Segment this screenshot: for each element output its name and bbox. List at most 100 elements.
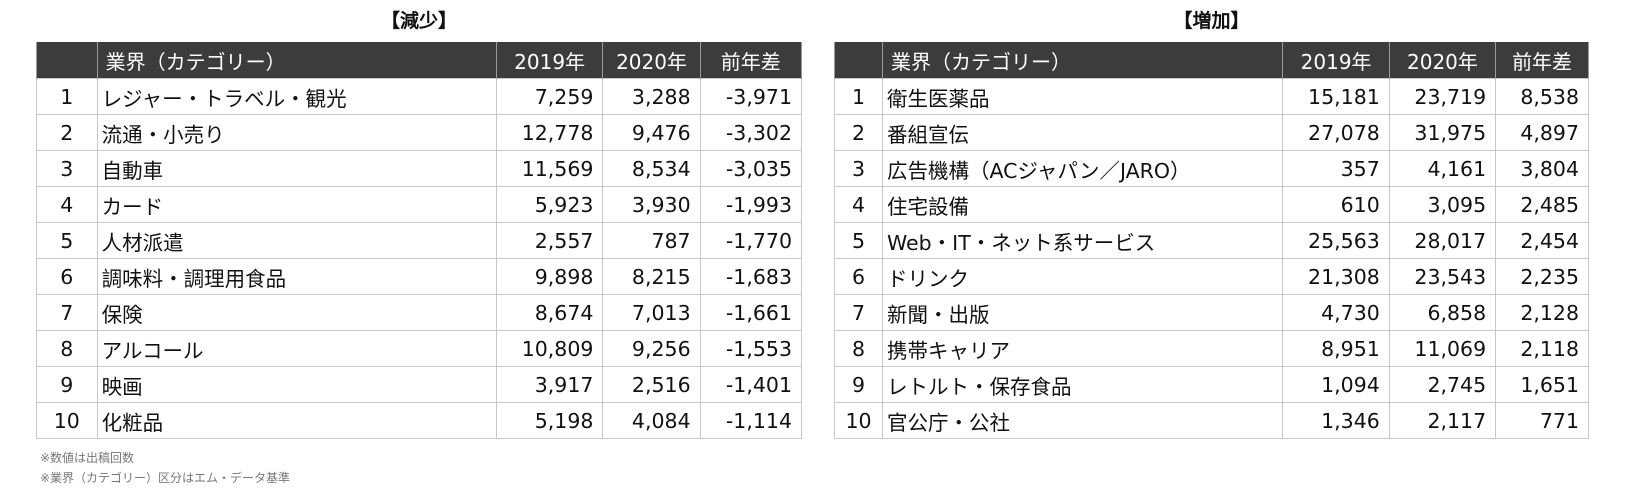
- cell-category: 映画: [96, 366, 497, 403]
- table-row: 2 流通・小売り 12,778 9,476 -3,302: [36, 114, 803, 151]
- cell-rank: 6: [834, 258, 883, 295]
- table-row: 8 携帯キャリア 8,951 11,069 2,118: [834, 330, 1589, 367]
- cell-diff: -1,553: [699, 330, 803, 367]
- cell-diff: -1,661: [699, 294, 803, 331]
- decrease-panel: 【減少】 業界（カテゴリー） 2019年 2020年 前年差 1 レジャー・トラベ…: [36, 0, 803, 439]
- cell-diff: 3,804: [1495, 150, 1589, 187]
- table-row: 10 化粧品 5,198 4,084 -1,114: [36, 402, 803, 439]
- cell-y2019: 9,898: [495, 258, 604, 295]
- cell-y2020: 3,930: [602, 186, 701, 223]
- cell-y2019: 11,569: [495, 150, 604, 187]
- cell-diff: -1,114: [699, 402, 803, 439]
- cell-diff: 2,118: [1495, 330, 1589, 367]
- cell-rank: 3: [834, 150, 883, 187]
- cell-rank: 2: [834, 114, 883, 151]
- footnote-category-source: ※業界（カテゴリー）区分はエム・データ基準: [40, 471, 291, 485]
- header-rank: [36, 42, 98, 79]
- cell-rank: 5: [36, 222, 98, 259]
- cell-y2019: 2,557: [495, 222, 604, 259]
- cell-category: アルコール: [96, 330, 497, 367]
- table-row: 7 保険 8,674 7,013 -1,661: [36, 294, 803, 331]
- table-row: 8 アルコール 10,809 9,256 -1,553: [36, 330, 803, 367]
- table-row: 5 Web・IT・ネット系サービス 25,563 28,017 2,454: [834, 222, 1589, 259]
- table-row: 7 新聞・出版 4,730 6,858 2,128: [834, 294, 1589, 331]
- cell-category: 新聞・出版: [881, 294, 1284, 331]
- cell-rank: 10: [36, 402, 98, 439]
- cell-y2019: 21,308: [1282, 258, 1390, 295]
- table-row: 4 カード 5,923 3,930 -1,993: [36, 186, 803, 223]
- cell-diff: 2,485: [1495, 186, 1589, 223]
- increase-panel: 【増加】 業界（カテゴリー） 2019年 2020年 前年差 1 衛生医薬品 15,…: [834, 0, 1589, 439]
- increase-title: 【増加】: [1173, 10, 1250, 32]
- cell-y2020: 2,745: [1388, 366, 1497, 403]
- cell-y2020: 787: [602, 222, 701, 259]
- cell-diff: 8,538: [1495, 78, 1589, 115]
- cell-category: 番組宣伝: [881, 114, 1284, 151]
- cell-y2020: 9,476: [602, 114, 701, 151]
- cell-rank: 5: [834, 222, 883, 259]
- cell-rank: 8: [36, 330, 98, 367]
- table-row: 10 官公庁・公社 1,346 2,117 771: [834, 402, 1589, 439]
- cell-y2019: 8,674: [495, 294, 604, 331]
- cell-y2020: 23,543: [1388, 258, 1497, 295]
- cell-y2020: 3,095: [1388, 186, 1497, 223]
- header-2020: 2020年: [1388, 42, 1497, 79]
- cell-y2020: 31,975: [1388, 114, 1497, 151]
- cell-y2019: 1,094: [1282, 366, 1390, 403]
- header-2019: 2019年: [495, 42, 604, 79]
- cell-category: 官公庁・公社: [881, 402, 1284, 439]
- cell-rank: 7: [36, 294, 98, 331]
- header-row: 業界（カテゴリー） 2019年 2020年 前年差: [834, 42, 1589, 79]
- cell-diff: -1,993: [699, 186, 803, 223]
- cell-y2019: 25,563: [1282, 222, 1390, 259]
- cell-y2019: 27,078: [1282, 114, 1390, 151]
- cell-y2020: 2,516: [602, 366, 701, 403]
- cell-category: レジャー・トラベル・観光: [96, 78, 497, 115]
- cell-y2020: 8,215: [602, 258, 701, 295]
- cell-y2019: 5,923: [495, 186, 604, 223]
- increase-table-body: 1 衛生医薬品 15,181 23,719 8,538 2 番組宣伝 27,078 31,975…: [834, 78, 1589, 439]
- cell-category: 広告機構（ACジャパン／JARO）: [881, 150, 1284, 187]
- header-row: 業界（カテゴリー） 2019年 2020年 前年差: [36, 42, 803, 79]
- cell-category: 流通・小売り: [96, 114, 497, 151]
- cell-diff: 4,897: [1495, 114, 1589, 151]
- cell-y2019: 4,730: [1282, 294, 1390, 331]
- table-row: 6 調味料・調理用食品 9,898 8,215 -1,683: [36, 258, 803, 295]
- cell-rank: 4: [834, 186, 883, 223]
- cell-rank: 7: [834, 294, 883, 331]
- cell-category: 化粧品: [96, 402, 497, 439]
- cell-rank: 2: [36, 114, 98, 151]
- table-row: 1 衛生医薬品 15,181 23,719 8,538: [834, 78, 1589, 115]
- cell-rank: 3: [36, 150, 98, 187]
- cell-diff: -3,302: [699, 114, 803, 151]
- cell-diff: -1,683: [699, 258, 803, 295]
- cell-y2019: 12,778: [495, 114, 604, 151]
- cell-category: 衛生医薬品: [881, 78, 1284, 115]
- cell-rank: 9: [36, 366, 98, 403]
- decrease-table: 業界（カテゴリー） 2019年 2020年 前年差 1 レジャー・トラベル・観光 7…: [36, 42, 803, 439]
- table-row: 3 広告機構（ACジャパン／JARO） 357 4,161 3,804: [834, 150, 1589, 187]
- header-diff: 前年差: [1495, 42, 1589, 79]
- cell-rank: 4: [36, 186, 98, 223]
- cell-category: 人材派遣: [96, 222, 497, 259]
- footnotes: ※数値は出稿回数 ※業界（カテゴリー）区分はエム・データ基準: [40, 448, 290, 488]
- cell-diff: 2,454: [1495, 222, 1589, 259]
- header-rank: [834, 42, 883, 79]
- table-row: 9 レトルト・保存食品 1,094 2,745 1,651: [834, 366, 1589, 403]
- cell-rank: 1: [36, 78, 98, 115]
- cell-y2020: 9,256: [602, 330, 701, 367]
- cell-y2019: 7,259: [495, 78, 604, 115]
- header-2019: 2019年: [1282, 42, 1390, 79]
- cell-diff: -3,971: [699, 78, 803, 115]
- header-category: 業界（カテゴリー）: [96, 42, 497, 79]
- cell-y2020: 4,161: [1388, 150, 1497, 187]
- cell-category: 携帯キャリア: [881, 330, 1284, 367]
- cell-y2020: 4,084: [602, 402, 701, 439]
- cell-diff: 2,128: [1495, 294, 1589, 331]
- cell-y2020: 2,117: [1388, 402, 1497, 439]
- table-row: 2 番組宣伝 27,078 31,975 4,897: [834, 114, 1589, 151]
- cell-category: 住宅設備: [881, 186, 1284, 223]
- cell-y2019: 5,198: [495, 402, 604, 439]
- cell-category: 自動車: [96, 150, 497, 187]
- cell-rank: 8: [834, 330, 883, 367]
